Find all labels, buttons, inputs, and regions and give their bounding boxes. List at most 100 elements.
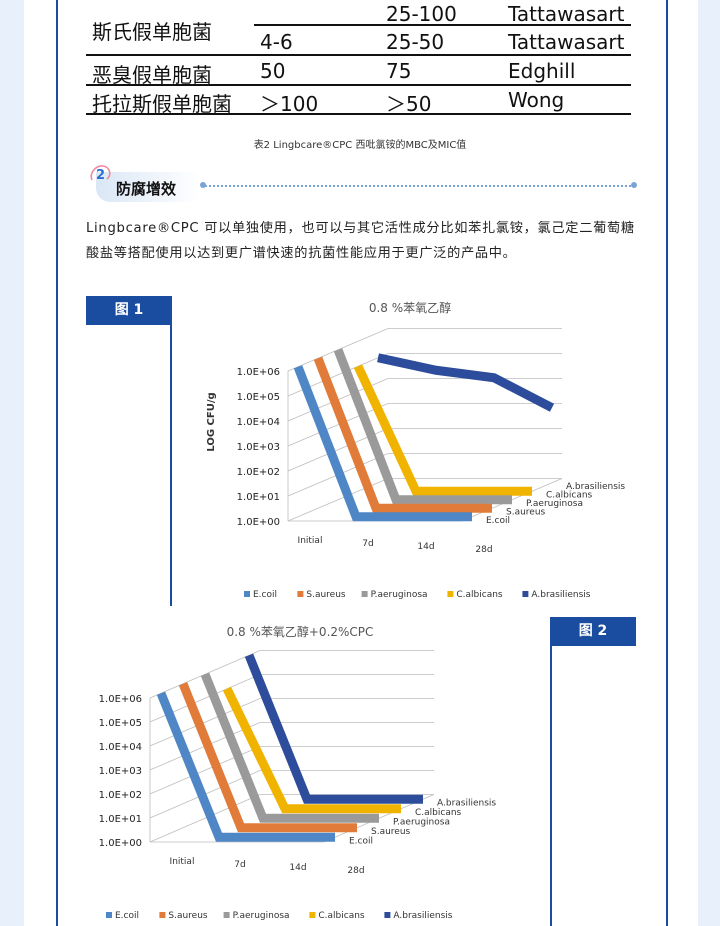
legend-label: C.albicans [456,590,503,600]
depth-tick-label: A.brasiliensis [437,798,496,808]
table-row: 25-100 Tattawasart [86,0,631,28]
right-rail [666,0,668,926]
table-row: 4-6 25-50 Tattawasart [86,28,631,56]
figure-2-rule [550,617,552,926]
depth-tick-label: P.aeruginosa [526,499,583,509]
legend-label: E.coil [253,590,277,600]
depth-tick-label: S.aureus [371,827,411,837]
legend-swatch [159,912,166,918]
y-tick-label: 1.0E+02 [237,467,280,478]
depth-tick-label: A.brasiliensis [566,482,625,492]
y-tick-label: 1.0E+01 [99,814,142,825]
figure-1-rule [170,296,172,606]
table-row: 恶臭假单胞菌 50 75 Edghill [86,57,631,87]
gridline [149,794,434,843]
table-rule [254,24,631,26]
y-tick-label: 1.0E+06 [237,367,280,378]
table-cell-organism: 恶臭假单胞菌 [92,63,212,87]
left-rail [56,0,58,926]
chart-1: 0.8 %苯氧乙醇 1.0E+00 1.0E+01 1.0E+02 1.0E+03 1.0… [206,300,625,600]
table-cell-mic: ＞50 [386,92,432,116]
depth-tick-label: E.coil [349,836,373,846]
table-caption: 表2 Lingbcare®CPC 西吡氯铵的MBC及MIC值 [253,140,467,151]
gridline [149,770,434,819]
figure-2-tag: 图 2 [550,617,636,646]
x-tick-label: 28d [347,866,364,876]
legend-label: P.aeruginosa [371,590,428,600]
legend-label: E.coil [115,911,139,921]
y-tick-label: 1.0E+00 [237,517,280,528]
table-cell-organism: 斯氏假单胞菌 [92,20,212,44]
section-divider [202,185,634,187]
table-rule [86,84,631,86]
x-tick-label: 14d [417,542,434,552]
y-tick-label: 1.0E+05 [237,392,280,403]
section-title-highlight [96,172,200,202]
x-tick-label: Initial [298,536,323,546]
table-cell-source: Wong [508,88,565,112]
divider-dot-right [631,182,637,188]
depth-tick-label: S.aureus [506,507,546,517]
legend-swatch [384,912,391,918]
legend-swatch [309,912,316,918]
y-tick-label: 1.0E+06 [99,694,142,705]
x-tick-label: 7d [362,539,373,549]
table-cell-mic: 75 [386,59,412,83]
table-cell-mic: 25-100 [386,2,457,26]
gridline [287,353,562,397]
series-line-saureus [313,356,492,513]
gridline [149,746,434,795]
legend-swatch [223,912,230,918]
y-tick-label: 1.0E+05 [99,718,142,729]
legend-swatch [361,591,368,597]
x-tick-label: Initial [170,857,195,867]
section-title: 防腐增效 [116,180,177,198]
y-tick-label: 1.0E+03 [99,766,142,777]
chart-title: 0.8 %苯氧乙醇 [369,300,451,315]
depth-tick-label: E.coil [486,516,510,526]
table-rule [86,54,631,56]
gridline [287,328,562,372]
series-line-ecoil [293,365,472,522]
depth-tick-label: P.aeruginosa [393,817,450,827]
legend-label: A.brasiliensis [531,590,590,600]
series-line-abrasiliensis [244,653,423,804]
depth-tick-label: C.albicans [415,808,462,818]
legend-label: A.brasiliensis [393,911,452,921]
chart-title: 0.8 %苯氧乙醇+0.2%CPC [227,624,374,639]
series-line-calbicans [353,364,532,496]
legend-label: P.aeruginosa [233,911,290,921]
series-line-calbicans [222,686,401,814]
section-number: 2 [96,168,105,183]
table-cell-source: Tattawasart [508,30,625,54]
legend-swatch [106,912,112,918]
depth-tick-label: C.albicans [546,490,593,500]
x-tick-label: 14d [289,863,306,873]
y-tick-label: 1.0E+02 [99,790,142,801]
table-cell-mbc: 4-6 [260,30,293,54]
series-line-abrasiliensis [377,353,555,412]
y-tick-label: 1.0E+03 [237,442,280,453]
gridline [149,650,434,699]
table-cell-mic: 25-50 [386,30,445,54]
gridline [287,453,562,497]
table-cell-mbc: ＞100 [260,92,319,116]
y-axis-label: LOG CFU/g [206,392,217,451]
table-cell-mbc: 50 [260,59,286,83]
series-line-paeruginosa [200,672,379,823]
legend-label: C.albicans [318,911,365,921]
table-cell-source: Tattawasart [508,2,625,26]
legend-swatch [244,591,250,597]
x-tick-label: 28d [475,545,492,555]
section-paragraph: Lingbcare®CPC 可以单独使用，也可以与其它活性成分比如苯扎氯铵，氯己… [86,221,635,261]
figure-1-tag: 图 1 [86,296,172,325]
legend-label: S.aureus [306,590,346,600]
table-cell-source: Edghill [508,59,576,83]
gridline [149,698,434,747]
x-tick-label: 7d [234,860,245,870]
chart-2: 0.8 %苯氧乙醇+0.2%CPC 1.0E+00 1.0E+01 1.0E+02 1.… [99,624,497,921]
series-line-ecoil [156,691,335,842]
table-row: 斯氏假单胞菌 [86,14,631,44]
section-number-icon: 2 [90,165,111,183]
table-row: 托拉斯假单胞菌 ＞100 ＞50 Wong [86,86,631,116]
